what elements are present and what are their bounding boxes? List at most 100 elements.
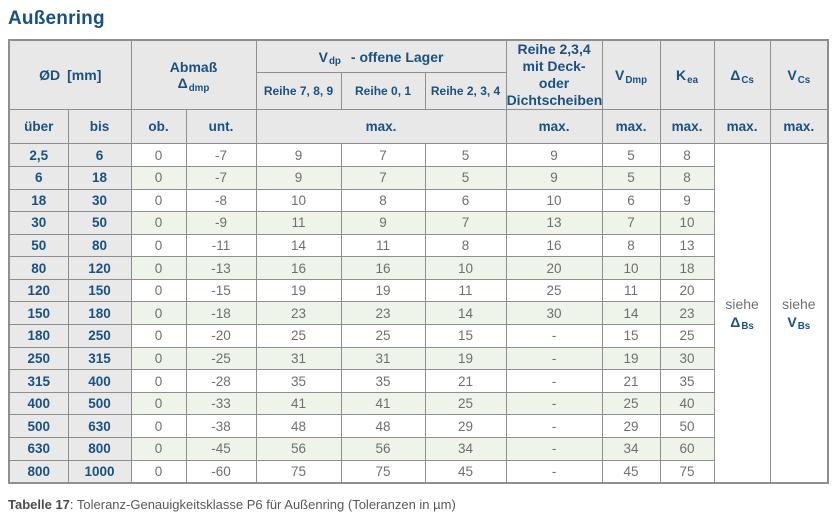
- table-row: 180 250 0 -20 25 25 15-15 25: [8, 324, 828, 348]
- value-cell: 0: [130, 233, 187, 258]
- see-label: siehe: [725, 295, 759, 312]
- value-cell: -45: [185, 437, 257, 461]
- value-cell: -25: [185, 346, 257, 371]
- value-cell: 13: [659, 233, 715, 258]
- diameter-unit: [mm]: [67, 67, 102, 84]
- col-header-diameter: ØD [mm]: [8, 39, 132, 111]
- value-cell: 9: [255, 143, 342, 167]
- value-cell: 0: [130, 414, 187, 439]
- value-cell: 16: [255, 256, 342, 280]
- subheader-max-vdmp: max.: [601, 109, 661, 145]
- table-row: 80 120 0 -13 16 16 10 20 10 18: [8, 256, 828, 280]
- see-label: siehe: [782, 295, 816, 312]
- col-header-v-cs: VCs: [769, 39, 829, 111]
- value-cell: 60: [659, 437, 715, 461]
- value-cell: 16: [505, 233, 603, 258]
- value-cell: 29: [601, 414, 661, 439]
- col-header-reihe-234: Reihe 2, 3, 4: [424, 72, 507, 111]
- value-cell: 19: [601, 346, 661, 371]
- value-cell: 41: [255, 391, 342, 416]
- value-cell: -38: [185, 414, 257, 439]
- value-cell: -7: [185, 143, 257, 167]
- table-row: 18 30 0 -8 10 8 6 10 6 9: [8, 188, 828, 213]
- value-cell: 23: [340, 301, 426, 326]
- abmass-symbol: Δdmp: [177, 75, 210, 94]
- value-cell: 25: [255, 324, 342, 348]
- value-cell: 25: [424, 391, 507, 416]
- value-cell: -7: [185, 165, 257, 190]
- value-cell: 56: [255, 437, 342, 461]
- value-cell: 40: [659, 391, 715, 416]
- value-cell: 9: [340, 211, 426, 235]
- table-row: 400 500 0 -33 41 41 25-25 40: [8, 391, 828, 416]
- value-cell: -: [505, 414, 603, 439]
- range-cell: 315: [8, 369, 69, 393]
- col-header-reihe-789: Reihe 7, 8, 9: [255, 72, 342, 111]
- range-cell: 500: [67, 391, 132, 416]
- diameter-symbol: ØD: [39, 67, 61, 84]
- value-cell: 18: [659, 256, 715, 280]
- value-cell: 31: [340, 346, 426, 371]
- value-cell: 0: [130, 211, 187, 235]
- header-row-2: Reihe 7, 8, 9 Reihe 0, 1 Reihe 2, 3, 4: [9, 72, 828, 111]
- col-header-vdmp: VDmp: [601, 39, 661, 111]
- subheader-max-vcs: max.: [769, 109, 829, 145]
- value-cell: 9: [505, 143, 603, 167]
- value-cell: 34: [601, 437, 661, 461]
- see-delta-bs-cell: siehe ΔBs: [713, 143, 771, 484]
- value-cell: 25: [505, 278, 603, 303]
- caption-text: : Toleranz-Genauigkeitsklasse P6 für Auß…: [69, 496, 456, 512]
- col-header-delta-cs: ΔCs: [713, 39, 771, 111]
- table-row: 315 400 0 -28 35 35 21-21 35: [8, 369, 828, 393]
- value-cell: 50: [659, 414, 715, 439]
- value-cell: 16: [340, 256, 426, 280]
- range-cell: 315: [67, 346, 132, 371]
- range-cell: 400: [8, 391, 69, 416]
- value-cell: 21: [601, 369, 661, 393]
- caption-number: Tabelle 17: [8, 496, 70, 512]
- range-cell: 80: [67, 233, 132, 258]
- value-cell: 25: [340, 324, 426, 348]
- range-cell: 120: [67, 256, 132, 280]
- table-row: 6 18 0 -7 9 7 5 9 5 8: [8, 165, 828, 190]
- subheader-ueber: über: [8, 109, 69, 145]
- value-cell: 31: [255, 346, 342, 371]
- value-cell: 75: [255, 459, 342, 484]
- value-cell: -9: [185, 211, 257, 235]
- value-cell: 25: [601, 391, 661, 416]
- value-cell: 7: [340, 143, 426, 167]
- subheader-max-kea: max.: [659, 109, 715, 145]
- subheader-max-vdp: max.: [255, 109, 507, 145]
- value-cell: 15: [601, 324, 661, 348]
- range-cell: 630: [67, 414, 132, 439]
- value-cell: 8: [659, 143, 715, 167]
- range-cell: 6: [67, 143, 132, 167]
- value-cell: 10: [505, 188, 603, 213]
- value-cell: 11: [424, 278, 507, 303]
- subheader-unt: unt.: [185, 109, 257, 145]
- value-cell: 0: [130, 437, 187, 461]
- value-cell: 34: [424, 437, 507, 461]
- value-cell: 23: [255, 301, 342, 326]
- range-cell: 150: [67, 278, 132, 303]
- range-cell: 2,5: [8, 143, 69, 167]
- value-cell: 48: [340, 414, 426, 439]
- value-cell: -8: [185, 188, 257, 213]
- table-row: 150 180 0 -18 23 23 14 30 14 23: [8, 301, 828, 326]
- value-cell: 19: [255, 278, 342, 303]
- value-cell: 11: [601, 278, 661, 303]
- range-cell: 50: [8, 233, 69, 258]
- table-header: ØD [mm] Abmaß Δdmp Vdp - offene Lager Reih…: [8, 39, 829, 145]
- value-cell: -: [505, 346, 603, 371]
- range-cell: 250: [8, 346, 69, 371]
- range-cell: 150: [8, 301, 69, 326]
- see-v-bs-cell: siehe VBs: [769, 143, 829, 484]
- value-cell: 14: [255, 233, 342, 258]
- value-cell: 0: [130, 301, 187, 326]
- range-cell: 18: [67, 165, 132, 190]
- value-cell: 19: [424, 346, 507, 371]
- range-cell: 1000: [67, 459, 132, 484]
- abmass-label: Abmaß: [169, 59, 218, 76]
- value-cell: 7: [340, 165, 426, 190]
- col-header-deckscheiben: Reihe 2,3,4 mit Deck- oder Dichtscheiben: [505, 39, 603, 111]
